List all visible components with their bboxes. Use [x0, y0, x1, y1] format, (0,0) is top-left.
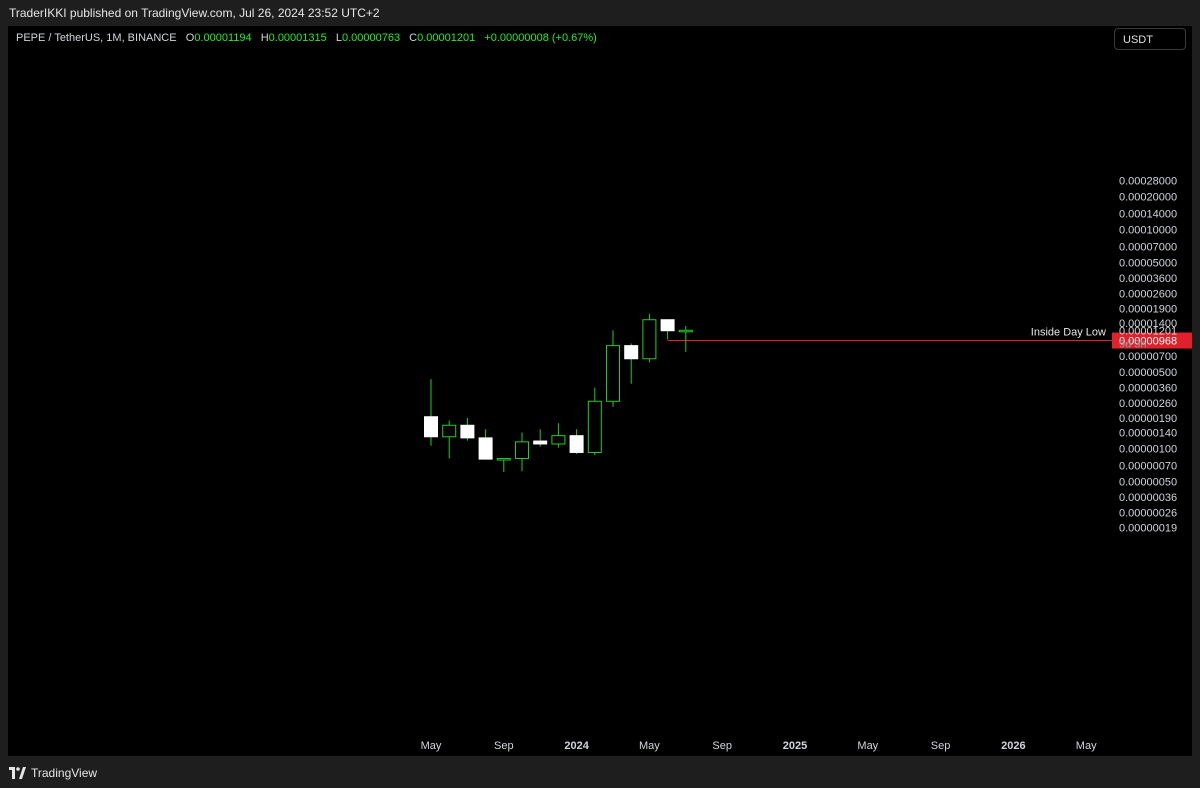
- time-tick-label: 2024: [564, 740, 589, 752]
- price-tick-label: 0.00014000: [1119, 209, 1177, 221]
- price-tick-label: 0.00007000: [1119, 241, 1177, 253]
- ohlc-legend: PEPE / TetherUS, 1M, BINANCE O0.00001194…: [16, 32, 597, 44]
- high-label: H: [260, 32, 269, 44]
- bar-countdown-label: 5d 3h: [1119, 338, 1147, 350]
- candle-body: [678, 329, 693, 333]
- candle-body: [642, 319, 657, 360]
- time-tick-label: May: [1076, 740, 1097, 752]
- price-tick-label: 0.00001400: [1119, 318, 1177, 330]
- time-tick-label: May: [857, 740, 878, 752]
- candle-body: [533, 440, 548, 445]
- candle-body: [551, 435, 566, 445]
- open-label: O: [185, 32, 195, 44]
- price-tick-label: 0.00010000: [1119, 225, 1177, 237]
- change-value: +0.00000008 (+0.67%): [484, 32, 597, 44]
- price-tick-label: 0.00003600: [1119, 273, 1177, 285]
- close-label: C: [409, 32, 418, 44]
- open-value: 0.00001194: [194, 32, 252, 44]
- price-tick-label: 0.00000100: [1119, 444, 1177, 456]
- price-tick-label: 0.00000700: [1119, 351, 1177, 363]
- price-tick-label: 0.00020000: [1119, 192, 1177, 204]
- price-tick-label: 0.00000140: [1119, 427, 1177, 439]
- price-tick-label: 0.00000050: [1119, 476, 1177, 488]
- price-tick-label: 0.00001900: [1119, 303, 1177, 315]
- inside-day-low-label: Inside Day Low: [1031, 327, 1106, 339]
- price-tick-label: 0.00000036: [1119, 492, 1177, 504]
- candle-body: [569, 435, 584, 453]
- candlestick-chart[interactable]: 0.00028000 0.00020000 0.00014000 0.00010000…: [8, 26, 1192, 756]
- tradingview-brand[interactable]: TradingView: [9, 766, 97, 780]
- time-tick-label: 2025: [783, 740, 807, 752]
- price-tick-label: 0.00002600: [1119, 289, 1177, 301]
- footer-bar: TradingView: [0, 760, 1200, 788]
- price-tick-label: 0.00000190: [1119, 413, 1177, 425]
- price-tick-label: 0.00000026: [1119, 508, 1177, 520]
- close-value: 0.00001201: [417, 32, 476, 44]
- tradingview-logo-icon: [9, 767, 26, 779]
- time-tick-label: May: [421, 740, 442, 752]
- time-tick-label: 2026: [1001, 740, 1025, 752]
- time-tick-label: Sep: [494, 740, 514, 752]
- price-tick-label: 0.00000260: [1119, 398, 1177, 410]
- publish-header: TraderIKKI published on TradingView.com,…: [9, 6, 380, 20]
- last-price-label: 0.00001201: [1119, 325, 1177, 337]
- low-value: 0.00000763: [341, 32, 401, 44]
- candle-body: [515, 441, 529, 460]
- candle-body: [478, 437, 493, 460]
- price-tick-label: 0.00000500: [1119, 367, 1177, 379]
- symbol-label: PEPE / TetherUS, 1M, BINANCE: [16, 32, 177, 44]
- price-tick-label: 0.00000360: [1119, 383, 1177, 395]
- brand-text: TradingView: [31, 766, 98, 780]
- candle-body: [587, 400, 602, 453]
- price-tick-label: 0.00000019: [1119, 522, 1177, 534]
- price-tick-label: 0.00028000: [1119, 176, 1177, 188]
- candle-body: [460, 424, 475, 439]
- time-tick-label: Sep: [712, 740, 732, 752]
- time-tick-label: May: [639, 740, 660, 752]
- candle-body: [442, 424, 457, 438]
- level-price-badge: [1112, 332, 1192, 349]
- candle-body: [660, 319, 675, 332]
- candle-body: [496, 458, 511, 461]
- level-price-label: 0.00000968: [1119, 336, 1177, 348]
- high-value: 0.00001315: [268, 32, 327, 44]
- candle-body: [606, 345, 620, 402]
- low-label: L: [335, 32, 342, 44]
- currency-button[interactable]: USDT: [1114, 28, 1186, 50]
- chart-area[interactable]: 0.00028000 0.00020000 0.00014000 0.00010000…: [8, 26, 1192, 756]
- candle-body: [424, 416, 438, 438]
- time-tick-label: Sep: [931, 740, 951, 752]
- price-tick-label: 0.00000070: [1119, 460, 1177, 472]
- price-tick-label: 0.00005000: [1119, 257, 1177, 269]
- candle-body: [624, 345, 639, 360]
